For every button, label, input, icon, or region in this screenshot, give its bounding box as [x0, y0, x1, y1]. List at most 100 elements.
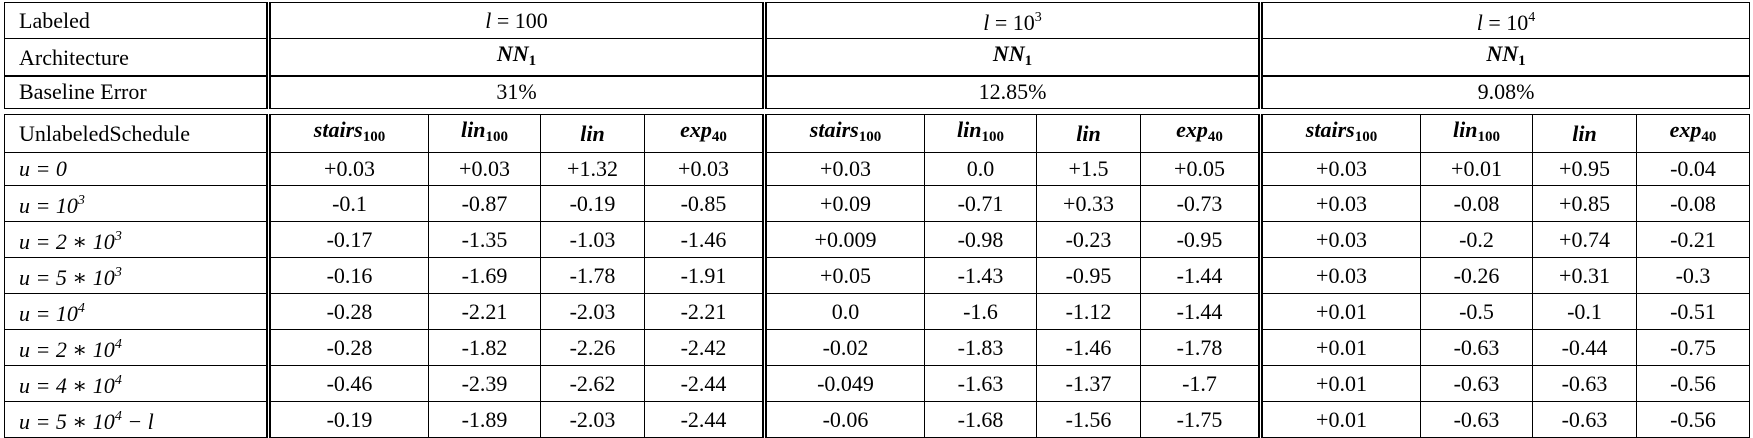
table-cell: -1.44	[1140, 293, 1263, 330]
table-cell: -1.75	[1140, 401, 1263, 438]
table-cell: -0.3	[1636, 257, 1750, 294]
table-cell: -0.08	[1420, 185, 1533, 222]
table-cell: -0.2	[1420, 221, 1533, 258]
table-cell: -0.71	[924, 185, 1037, 222]
table-cell: -0.06	[764, 401, 925, 438]
table-cell: -2.03	[540, 401, 645, 438]
results-table-figure: Labeled l = 100 l = 103 l = 104 Architec…	[4, 2, 1750, 438]
schedule-table: UnlabeledSchedule stairs100 lin100 lin e…	[4, 114, 1750, 438]
table-cell: -0.51	[1636, 293, 1750, 330]
table-cell: +0.01	[1420, 152, 1533, 186]
table-cell: -0.26	[1420, 257, 1533, 294]
architecture-value: NN1	[1260, 38, 1750, 77]
row-label: u = 0	[4, 152, 271, 186]
schedule-column-header: exp40	[1140, 114, 1263, 153]
table-cell: -0.1	[1532, 293, 1637, 330]
table-cell: -2.21	[644, 293, 767, 330]
schedule-column-header: exp40	[644, 114, 767, 153]
row-label: u = 2 ∗ 103	[4, 221, 271, 258]
table-cell: 0.0	[764, 293, 925, 330]
labeled-value: l = 103	[764, 2, 1263, 39]
baseline-value: 9.08%	[1260, 75, 1750, 109]
schedule-header-row: UnlabeledSchedule stairs100 lin100 lin e…	[4, 114, 1750, 153]
table-cell: -0.16	[268, 257, 429, 294]
labeled-row: Labeled l = 100 l = 103 l = 104	[4, 2, 1750, 39]
table-cell: -0.98	[924, 221, 1037, 258]
architecture-label: Architecture	[4, 38, 271, 77]
table-cell: +0.33	[1036, 185, 1141, 222]
table-cell: -0.87	[428, 185, 541, 222]
row-label: u = 5 ∗ 104 − l	[4, 401, 271, 438]
table-cell: -1.12	[1036, 293, 1141, 330]
table-cell: -0.63	[1532, 365, 1637, 402]
row-label: u = 4 ∗ 104	[4, 365, 271, 402]
table-cell: -2.26	[540, 329, 645, 366]
table-cell: +0.31	[1532, 257, 1637, 294]
table-cell: +0.03	[1260, 257, 1421, 294]
table-cell: -0.56	[1636, 401, 1750, 438]
table-cell: -1.43	[924, 257, 1037, 294]
table-cell: +0.03	[644, 152, 767, 186]
table-row: u = 0 +0.03 +0.03 +1.32 +0.03 +0.03 0.0 +1.5 +0.…	[4, 152, 1750, 186]
table-cell: -0.63	[1420, 401, 1533, 438]
table-cell: -1.82	[428, 329, 541, 366]
table-cell: -0.75	[1636, 329, 1750, 366]
table-cell: +0.85	[1532, 185, 1637, 222]
table-cell: -0.63	[1420, 365, 1533, 402]
table-cell: -1.69	[428, 257, 541, 294]
table-cell: +0.05	[764, 257, 925, 294]
table-cell: +0.009	[764, 221, 925, 258]
table-row: u = 4 ∗ 104 -0.46 -2.39 -2.62 -2.44 -0.049 -1.…	[4, 365, 1750, 402]
table-cell: -1.35	[428, 221, 541, 258]
schedule-column-header: stairs100	[268, 114, 429, 153]
table-cell: -1.6	[924, 293, 1037, 330]
schedule-column-header: lin	[1532, 114, 1637, 153]
table-cell: -2.44	[644, 365, 767, 402]
table-cell: -0.44	[1532, 329, 1637, 366]
table-cell: +0.03	[428, 152, 541, 186]
table-cell: -2.03	[540, 293, 645, 330]
table-row: u = 104 -0.28 -2.21 -2.03 -2.21 0.0 -1.6 -1.12-…	[4, 293, 1750, 330]
architecture-row: Architecture NN1 NN1 NN1	[4, 38, 1750, 77]
table-cell: -2.21	[428, 293, 541, 330]
table-cell: +0.01	[1260, 401, 1421, 438]
table-cell: +0.01	[1260, 293, 1421, 330]
table-cell: -1.83	[924, 329, 1037, 366]
table-cell: -2.39	[428, 365, 541, 402]
table-cell: +0.03	[1260, 185, 1421, 222]
table-cell: -0.95	[1140, 221, 1263, 258]
schedule-column-header: stairs100	[1260, 114, 1421, 153]
table-cell: -0.19	[540, 185, 645, 222]
table-cell: -1.44	[1140, 257, 1263, 294]
table-row: u = 103 -0.1 -0.87 -0.19 -0.85 +0.09 -0.71 +0.3…	[4, 185, 1750, 222]
table-cell: -0.04	[1636, 152, 1750, 186]
architecture-value: NN1	[764, 38, 1263, 77]
table-cell: -2.62	[540, 365, 645, 402]
table-cell: -1.46	[1036, 329, 1141, 366]
table-cell: -0.63	[1532, 401, 1637, 438]
table-cell: -0.5	[1420, 293, 1533, 330]
table-cell: +0.03	[1260, 221, 1421, 258]
labeled-value: l = 100	[268, 2, 767, 39]
table-cell: -0.19	[268, 401, 429, 438]
table-cell: -0.73	[1140, 185, 1263, 222]
table-cell: -2.44	[644, 401, 767, 438]
architecture-value: NN1	[268, 38, 767, 77]
baseline-row: Baseline Error 31% 12.85% 9.08%	[4, 75, 1750, 109]
schedule-column-header: exp40	[1636, 114, 1750, 153]
table-cell: -0.02	[764, 329, 925, 366]
table-cell: -0.85	[644, 185, 767, 222]
table-cell: -1.89	[428, 401, 541, 438]
table-row: u = 2 ∗ 104 -0.28 -1.82 -2.26 -2.42 -0.02 -1.8…	[4, 329, 1750, 366]
table-cell: -0.56	[1636, 365, 1750, 402]
table-cell: +0.09	[764, 185, 925, 222]
table-row: u = 5 ∗ 103 -0.16 -1.69 -1.78 -1.91 +0.05 -1.4…	[4, 257, 1750, 294]
table-cell: +0.01	[1260, 329, 1421, 366]
table-cell: -1.68	[924, 401, 1037, 438]
schedule-column-header: lin	[540, 114, 645, 153]
baseline-table: Baseline Error 31% 12.85% 9.08%	[4, 75, 1750, 109]
table-cell: -1.91	[644, 257, 767, 294]
table-row: u = 2 ∗ 103 -0.17 -1.35 -1.03 -1.46 +0.009 -0.…	[4, 221, 1750, 258]
table-cell: +0.03	[268, 152, 429, 186]
schedule-column-header: lin	[1036, 114, 1141, 153]
